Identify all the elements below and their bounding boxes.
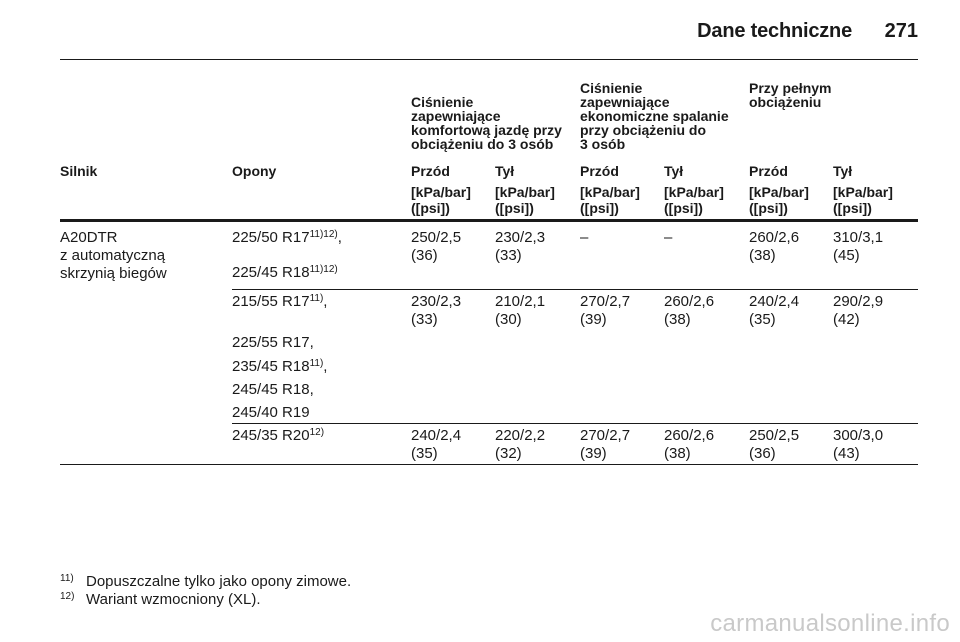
col-header-eco-rear: Tył: [664, 163, 684, 179]
group-header-full-load: Przy pełnym obciążeniu: [749, 80, 832, 110]
pressure-value: 230/2,3 (33): [411, 293, 462, 328]
tyre-size: 225/45 R1811)12): [232, 264, 338, 281]
col-header-comfort-rear: Tył: [495, 163, 515, 179]
pressure-value: 230/2,3 (33): [495, 229, 546, 264]
pressure-value: –: [580, 229, 589, 246]
tyre-size: 215/55 R1711),: [232, 293, 328, 310]
col-header-engine: Silnik: [60, 163, 98, 179]
col-header-full-front: Przód: [749, 163, 788, 179]
pressure-value: 260/2,6 (38): [749, 229, 800, 264]
footnote: 11) Dopuszczalne tylko jako opony zimowe.: [60, 570, 351, 591]
pressure-value: 310/3,1 (45): [833, 229, 884, 264]
col-header-eco-front: Przód: [580, 163, 619, 179]
pressure-value: 270/2,7 (39): [580, 427, 631, 462]
pressure-value: –: [664, 229, 673, 246]
group-divider: [232, 423, 918, 424]
watermark: carmanualsonline.info: [710, 610, 950, 637]
footnote-text: Dopuszczalne tylko jako opony zimowe.: [86, 573, 352, 590]
tyre-size: 245/45 R18,: [232, 381, 314, 398]
group-header-eco: Ciśnienie zapewniające ekonomiczne spala…: [580, 80, 729, 152]
pressure-value: 240/2,4 (35): [411, 427, 462, 462]
page-title: Dane techniczne: [697, 20, 852, 42]
pressure-value: 220/2,2 (32): [495, 427, 546, 462]
engine-cell: A20DTR z automatyczną skrzynią biegów: [60, 229, 167, 282]
unit-label: [kPa/bar] ([psi]): [833, 184, 893, 216]
pressure-value: 260/2,6 (38): [664, 293, 715, 328]
unit-label: [kPa/bar] ([psi]): [664, 184, 724, 216]
tyre-size: 225/55 R17,: [232, 334, 314, 351]
col-header-full-rear: Tył: [833, 163, 853, 179]
header-rule: [60, 59, 918, 60]
unit-label: [kPa/bar] ([psi]): [749, 184, 809, 216]
group-header-comfort: Ciśnienie zapewniające komfortową jazdę …: [411, 94, 562, 152]
tyre-size: 225/50 R1711)12),: [232, 229, 342, 246]
tyre-size: 235/45 R1811),: [232, 358, 328, 375]
col-header-comfort-front: Przód: [411, 163, 450, 179]
footnote: 12) Wariant wzmocniony (XL).: [60, 588, 261, 609]
footnote-mark: 11): [60, 573, 74, 584]
footnote-text: Wariant wzmocniony (XL).: [86, 591, 261, 608]
tyre-size: 245/40 R19: [232, 404, 310, 421]
table-header-rule: [60, 219, 918, 222]
pressure-value: 300/3,0 (43): [833, 427, 884, 462]
unit-label: [kPa/bar] ([psi]): [580, 184, 640, 216]
pressure-value: 240/2,4 (35): [749, 293, 800, 328]
pressure-value: 250/2,5 (36): [749, 427, 800, 462]
tyre-size: 245/35 R2012): [232, 427, 325, 444]
group-divider: [232, 289, 918, 290]
unit-label: [kPa/bar] ([psi]): [411, 184, 471, 216]
pressure-value: 210/2,1 (30): [495, 293, 546, 328]
page-header: Dane techniczne 271: [60, 20, 918, 50]
table-bottom-rule: [60, 464, 918, 465]
unit-label: [kPa/bar] ([psi]): [495, 184, 555, 216]
pressure-value: 260/2,6 (38): [664, 427, 715, 462]
page-number: 271: [884, 20, 918, 42]
pressure-value: 250/2,5 (36): [411, 229, 462, 264]
pressure-value: 270/2,7 (39): [580, 293, 631, 328]
col-header-tyres: Opony: [232, 163, 277, 179]
pressure-value: 290/2,9 (42): [833, 293, 884, 328]
footnote-mark: 12): [60, 591, 75, 602]
